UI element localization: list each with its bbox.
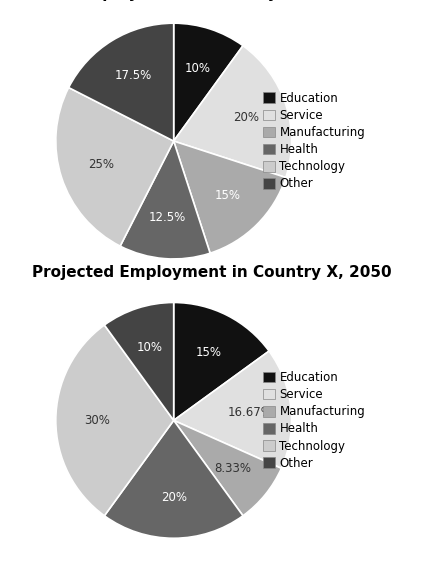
Wedge shape	[174, 141, 286, 253]
Legend: Education, Service, Manufacturing, Health, Technology, Other: Education, Service, Manufacturing, Healt…	[258, 87, 370, 195]
Text: 8.33%: 8.33%	[215, 462, 252, 475]
Wedge shape	[69, 23, 174, 141]
Wedge shape	[104, 303, 174, 421]
Wedge shape	[174, 23, 243, 141]
Wedge shape	[56, 325, 174, 516]
Text: 20%: 20%	[234, 111, 259, 124]
Wedge shape	[174, 351, 292, 469]
Text: 10%: 10%	[137, 341, 163, 354]
Wedge shape	[56, 88, 174, 246]
Text: 25%: 25%	[88, 158, 114, 171]
Text: 12.5%: 12.5%	[149, 211, 186, 224]
Text: 16.67%: 16.67%	[227, 406, 272, 419]
Title: Projected Employment in Country X, 2050: Projected Employment in Country X, 2050	[32, 265, 392, 280]
Text: 15%: 15%	[195, 345, 221, 359]
Text: 15%: 15%	[215, 189, 241, 202]
Wedge shape	[174, 46, 292, 177]
Text: 20%: 20%	[161, 491, 187, 503]
Text: 30%: 30%	[84, 414, 110, 427]
Wedge shape	[120, 141, 210, 259]
Wedge shape	[174, 303, 269, 421]
Text: 10%: 10%	[184, 62, 210, 75]
Text: 17.5%: 17.5%	[115, 69, 152, 82]
Wedge shape	[174, 421, 282, 516]
Legend: Education, Service, Manufacturing, Health, Technology, Other: Education, Service, Manufacturing, Healt…	[258, 367, 370, 474]
Wedge shape	[104, 421, 243, 538]
